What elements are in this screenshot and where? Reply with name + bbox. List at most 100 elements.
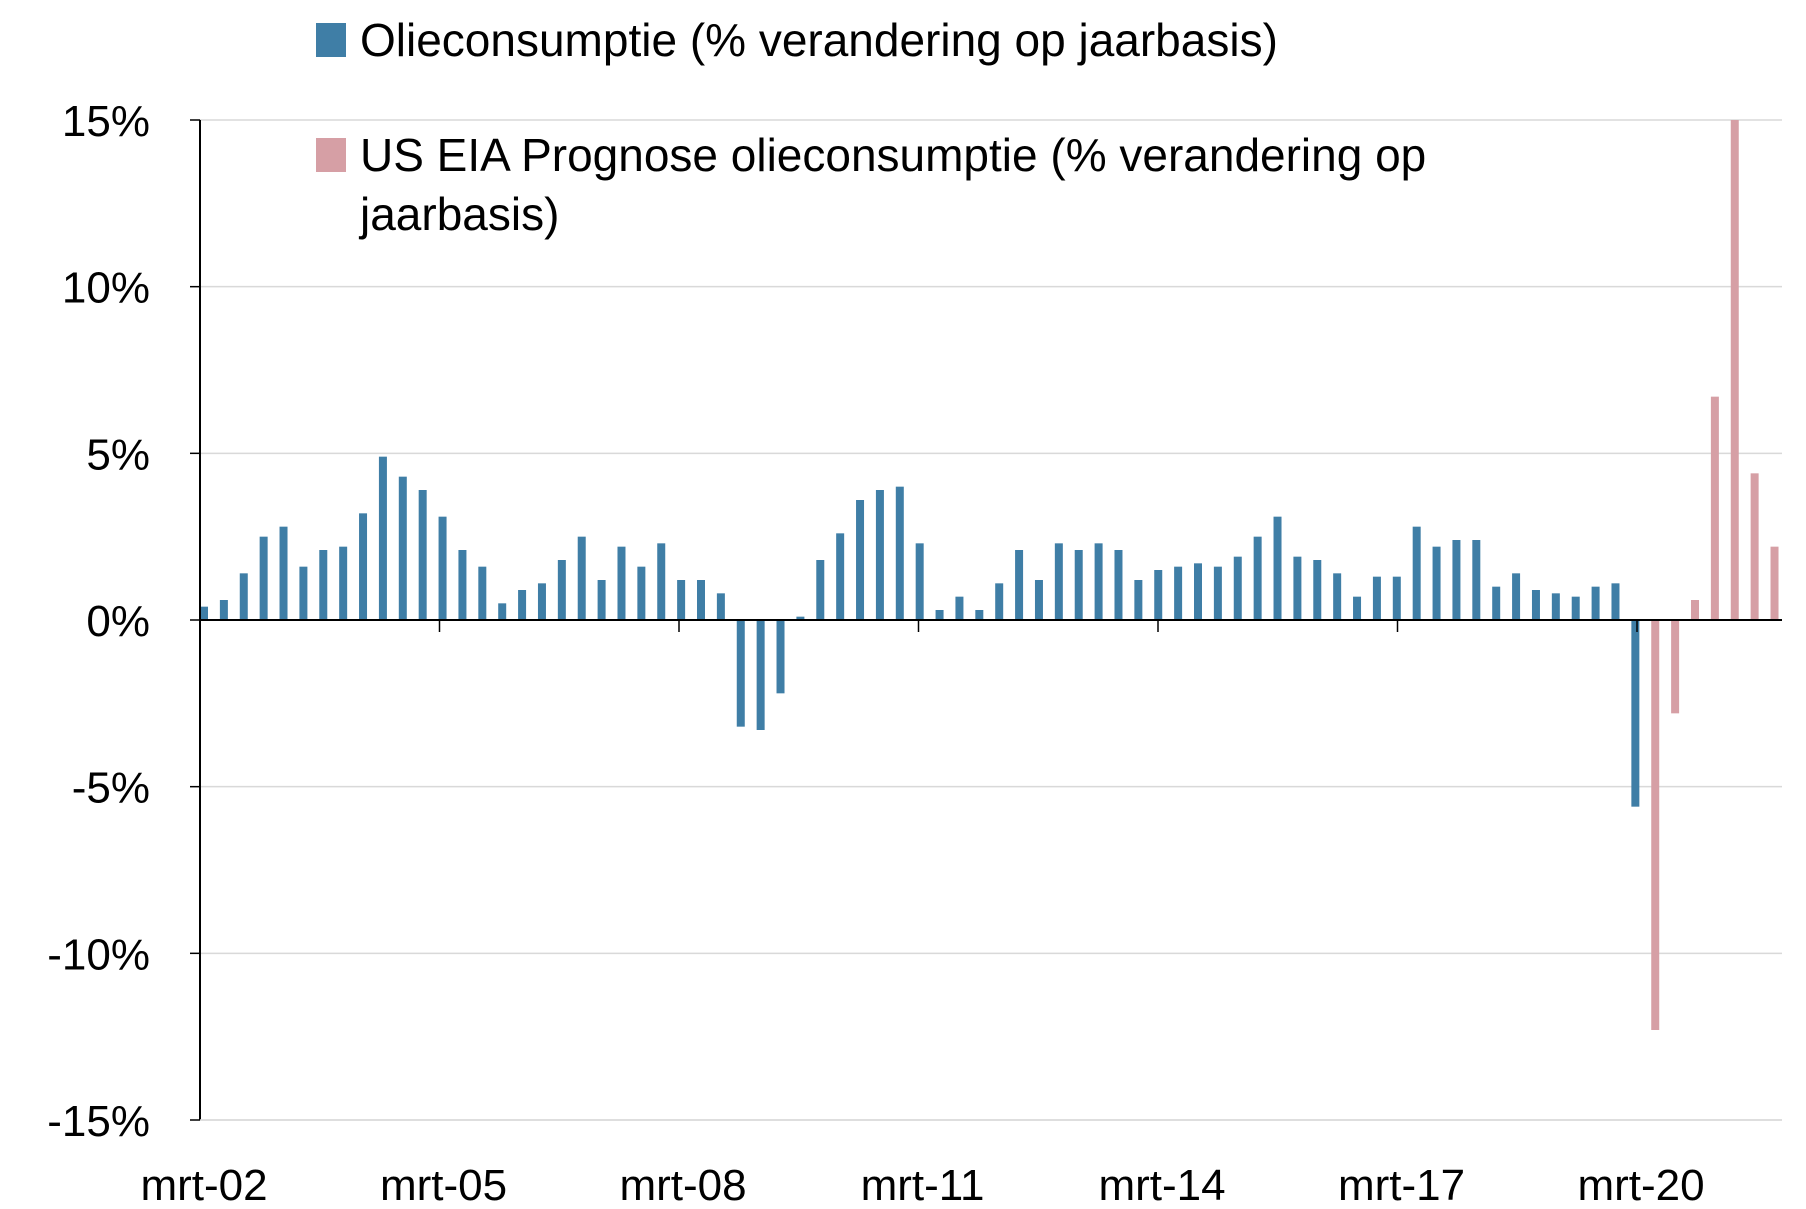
bar-olieconsumptie bbox=[1015, 550, 1024, 620]
y-tick-label: 15% bbox=[62, 97, 150, 146]
x-tick-label: mrt-14 bbox=[1098, 1161, 1225, 1209]
bar-olieconsumptie bbox=[1333, 573, 1342, 620]
bar-eia-prognose bbox=[1651, 620, 1660, 1030]
bar-olieconsumptie bbox=[875, 490, 884, 620]
bar-olieconsumptie bbox=[756, 620, 765, 730]
bar-olieconsumptie bbox=[279, 526, 288, 620]
bar-olieconsumptie bbox=[836, 533, 845, 620]
bar-olieconsumptie bbox=[1293, 556, 1302, 620]
y-tick-label: 5% bbox=[86, 430, 150, 479]
bar-olieconsumptie bbox=[1432, 546, 1441, 620]
legend-swatch-eia-prognose bbox=[316, 138, 346, 172]
bar-olieconsumptie bbox=[637, 566, 646, 620]
bar-olieconsumptie bbox=[1571, 596, 1580, 620]
x-tick-label: mrt-02 bbox=[140, 1161, 267, 1209]
bar-olieconsumptie bbox=[359, 513, 368, 620]
bar-olieconsumptie bbox=[239, 573, 248, 620]
x-tick-label: mrt-17 bbox=[1338, 1161, 1465, 1209]
x-tick-label: mrt-05 bbox=[380, 1161, 507, 1209]
x-tick-label: mrt-20 bbox=[1577, 1161, 1704, 1209]
bar-olieconsumptie bbox=[716, 593, 725, 620]
bar-olieconsumptie bbox=[1273, 516, 1282, 620]
bar-olieconsumptie bbox=[995, 583, 1004, 620]
bar-olieconsumptie bbox=[697, 580, 705, 620]
bar-olieconsumptie bbox=[1094, 543, 1103, 620]
bar-olieconsumptie bbox=[1591, 586, 1600, 620]
bar-olieconsumptie bbox=[319, 550, 328, 620]
bar-olieconsumptie bbox=[418, 490, 427, 620]
bar-olieconsumptie bbox=[537, 583, 546, 620]
bar-olieconsumptie bbox=[219, 600, 228, 620]
bar-olieconsumptie bbox=[1353, 596, 1362, 620]
bar-olieconsumptie bbox=[975, 610, 984, 620]
bar-olieconsumptie bbox=[378, 456, 387, 620]
bar-olieconsumptie bbox=[796, 616, 805, 620]
axis-layer: 15% 10% 5% 0% -5% -10% -15% mrt-02 mrt-05 mrt-08 m… bbox=[47, 97, 1782, 1209]
bar-olieconsumptie bbox=[1194, 563, 1202, 620]
bar-olieconsumptie bbox=[736, 620, 745, 727]
bar-olieconsumptie bbox=[1631, 620, 1640, 807]
bar-eia-prognose bbox=[1750, 473, 1759, 620]
bar-olieconsumptie bbox=[955, 596, 964, 620]
bar-olieconsumptie bbox=[1233, 556, 1242, 620]
bar-olieconsumptie bbox=[458, 550, 467, 620]
legend-label-eia-prognose-line2: jaarbasis) bbox=[358, 188, 559, 240]
bar-olieconsumptie bbox=[1313, 560, 1322, 620]
legend-label-olieconsumptie: Olieconsumptie (% verandering op jaarbas… bbox=[360, 14, 1278, 66]
bar-olieconsumptie bbox=[1531, 590, 1540, 620]
bar-olieconsumptie bbox=[856, 500, 865, 620]
bar-olieconsumptie bbox=[557, 560, 566, 620]
bar-olieconsumptie bbox=[677, 580, 686, 620]
bar-olieconsumptie bbox=[1472, 540, 1481, 620]
bar-olieconsumptie bbox=[776, 620, 785, 694]
bar-olieconsumptie bbox=[1054, 543, 1063, 620]
bar-olieconsumptie bbox=[1174, 566, 1183, 620]
x-tick-label: mrt-11 bbox=[861, 1161, 985, 1209]
bar-eia-prognose bbox=[1710, 396, 1719, 620]
bar-olieconsumptie bbox=[1372, 576, 1381, 620]
bar-olieconsumptie bbox=[1034, 580, 1043, 620]
bar-olieconsumptie bbox=[259, 536, 268, 620]
bar-olieconsumptie bbox=[299, 566, 308, 620]
bar-olieconsumptie bbox=[1392, 576, 1401, 620]
bar-olieconsumptie bbox=[577, 536, 586, 620]
bar-olieconsumptie bbox=[1512, 573, 1521, 620]
bar-olieconsumptie bbox=[478, 566, 487, 620]
y-tick-label: 10% bbox=[62, 264, 150, 313]
legend-label-eia-prognose-line1: US EIA Prognose olieconsumptie (% verand… bbox=[360, 129, 1426, 181]
bar-olieconsumptie bbox=[1213, 566, 1222, 620]
y-tick-label: -10% bbox=[47, 930, 150, 979]
y-tick-label: -15% bbox=[47, 1097, 150, 1146]
bar-eia-prognose bbox=[1730, 120, 1739, 620]
bar-olieconsumptie bbox=[398, 476, 407, 620]
bar-olieconsumptie bbox=[597, 580, 606, 620]
legend-label-eia-prognose: US EIA Prognose olieconsumptie (% verand… bbox=[358, 129, 1439, 240]
bar-olieconsumptie bbox=[1452, 540, 1461, 620]
bar-eia-prognose bbox=[1770, 546, 1779, 620]
x-tick-label: mrt-08 bbox=[619, 1161, 746, 1209]
bar-olieconsumptie bbox=[498, 603, 507, 620]
bar-olieconsumptie bbox=[1154, 570, 1163, 620]
bar-olieconsumptie bbox=[1114, 550, 1123, 620]
bar-olieconsumptie bbox=[339, 546, 348, 620]
bar-olieconsumptie bbox=[895, 486, 904, 620]
bar-olieconsumptie bbox=[1074, 550, 1083, 620]
bar-layer bbox=[200, 120, 1779, 1030]
bar-olieconsumptie bbox=[518, 590, 527, 620]
legend-swatch-olieconsumptie bbox=[316, 23, 346, 57]
y-tick-label: -5% bbox=[72, 764, 150, 813]
bar-olieconsumptie bbox=[935, 610, 944, 620]
bar-olieconsumptie bbox=[1551, 593, 1560, 620]
bar-olieconsumptie bbox=[1611, 583, 1620, 620]
legend: Olieconsumptie (% verandering op jaarbas… bbox=[316, 14, 1439, 240]
bar-olieconsumptie bbox=[438, 516, 447, 620]
bar-eia-prognose bbox=[1671, 620, 1680, 714]
bar-olieconsumptie bbox=[657, 543, 666, 620]
bar-olieconsumptie bbox=[915, 543, 924, 620]
y-tick-label: 0% bbox=[86, 597, 150, 646]
bar-olieconsumptie bbox=[1253, 536, 1262, 620]
bar-olieconsumptie bbox=[200, 606, 208, 620]
bar-olieconsumptie bbox=[1412, 526, 1421, 620]
bar-olieconsumptie bbox=[816, 560, 825, 620]
